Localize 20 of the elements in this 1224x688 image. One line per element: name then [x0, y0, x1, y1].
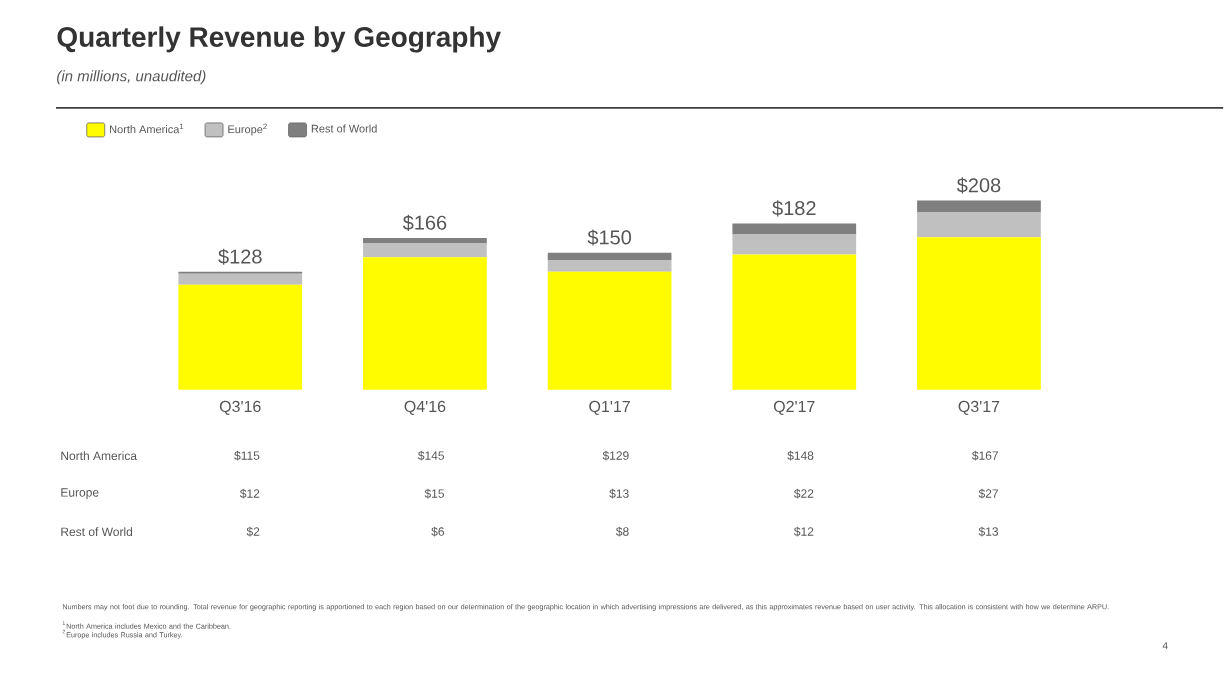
total-label: $182 — [772, 200, 816, 217]
chart-title: Quarterly Revenue by Geography — [57, 26, 501, 53]
bar — [547, 252, 672, 261]
bar — [917, 200, 1041, 213]
total-label: $128 — [218, 248, 262, 266]
total-label: $208 — [956, 177, 1001, 194]
bar — [917, 212, 1041, 238]
bar — [917, 237, 1041, 390]
bar — [363, 238, 487, 244]
bar — [363, 243, 487, 258]
bar — [732, 234, 857, 255]
bar — [178, 273, 303, 285]
total-label: $166 — [402, 215, 447, 232]
bar — [732, 254, 857, 390]
bar — [178, 284, 303, 390]
total-label: $150 — [587, 229, 632, 246]
bar — [547, 260, 672, 273]
bar — [363, 257, 487, 390]
bar — [547, 272, 672, 390]
bar — [732, 223, 857, 235]
